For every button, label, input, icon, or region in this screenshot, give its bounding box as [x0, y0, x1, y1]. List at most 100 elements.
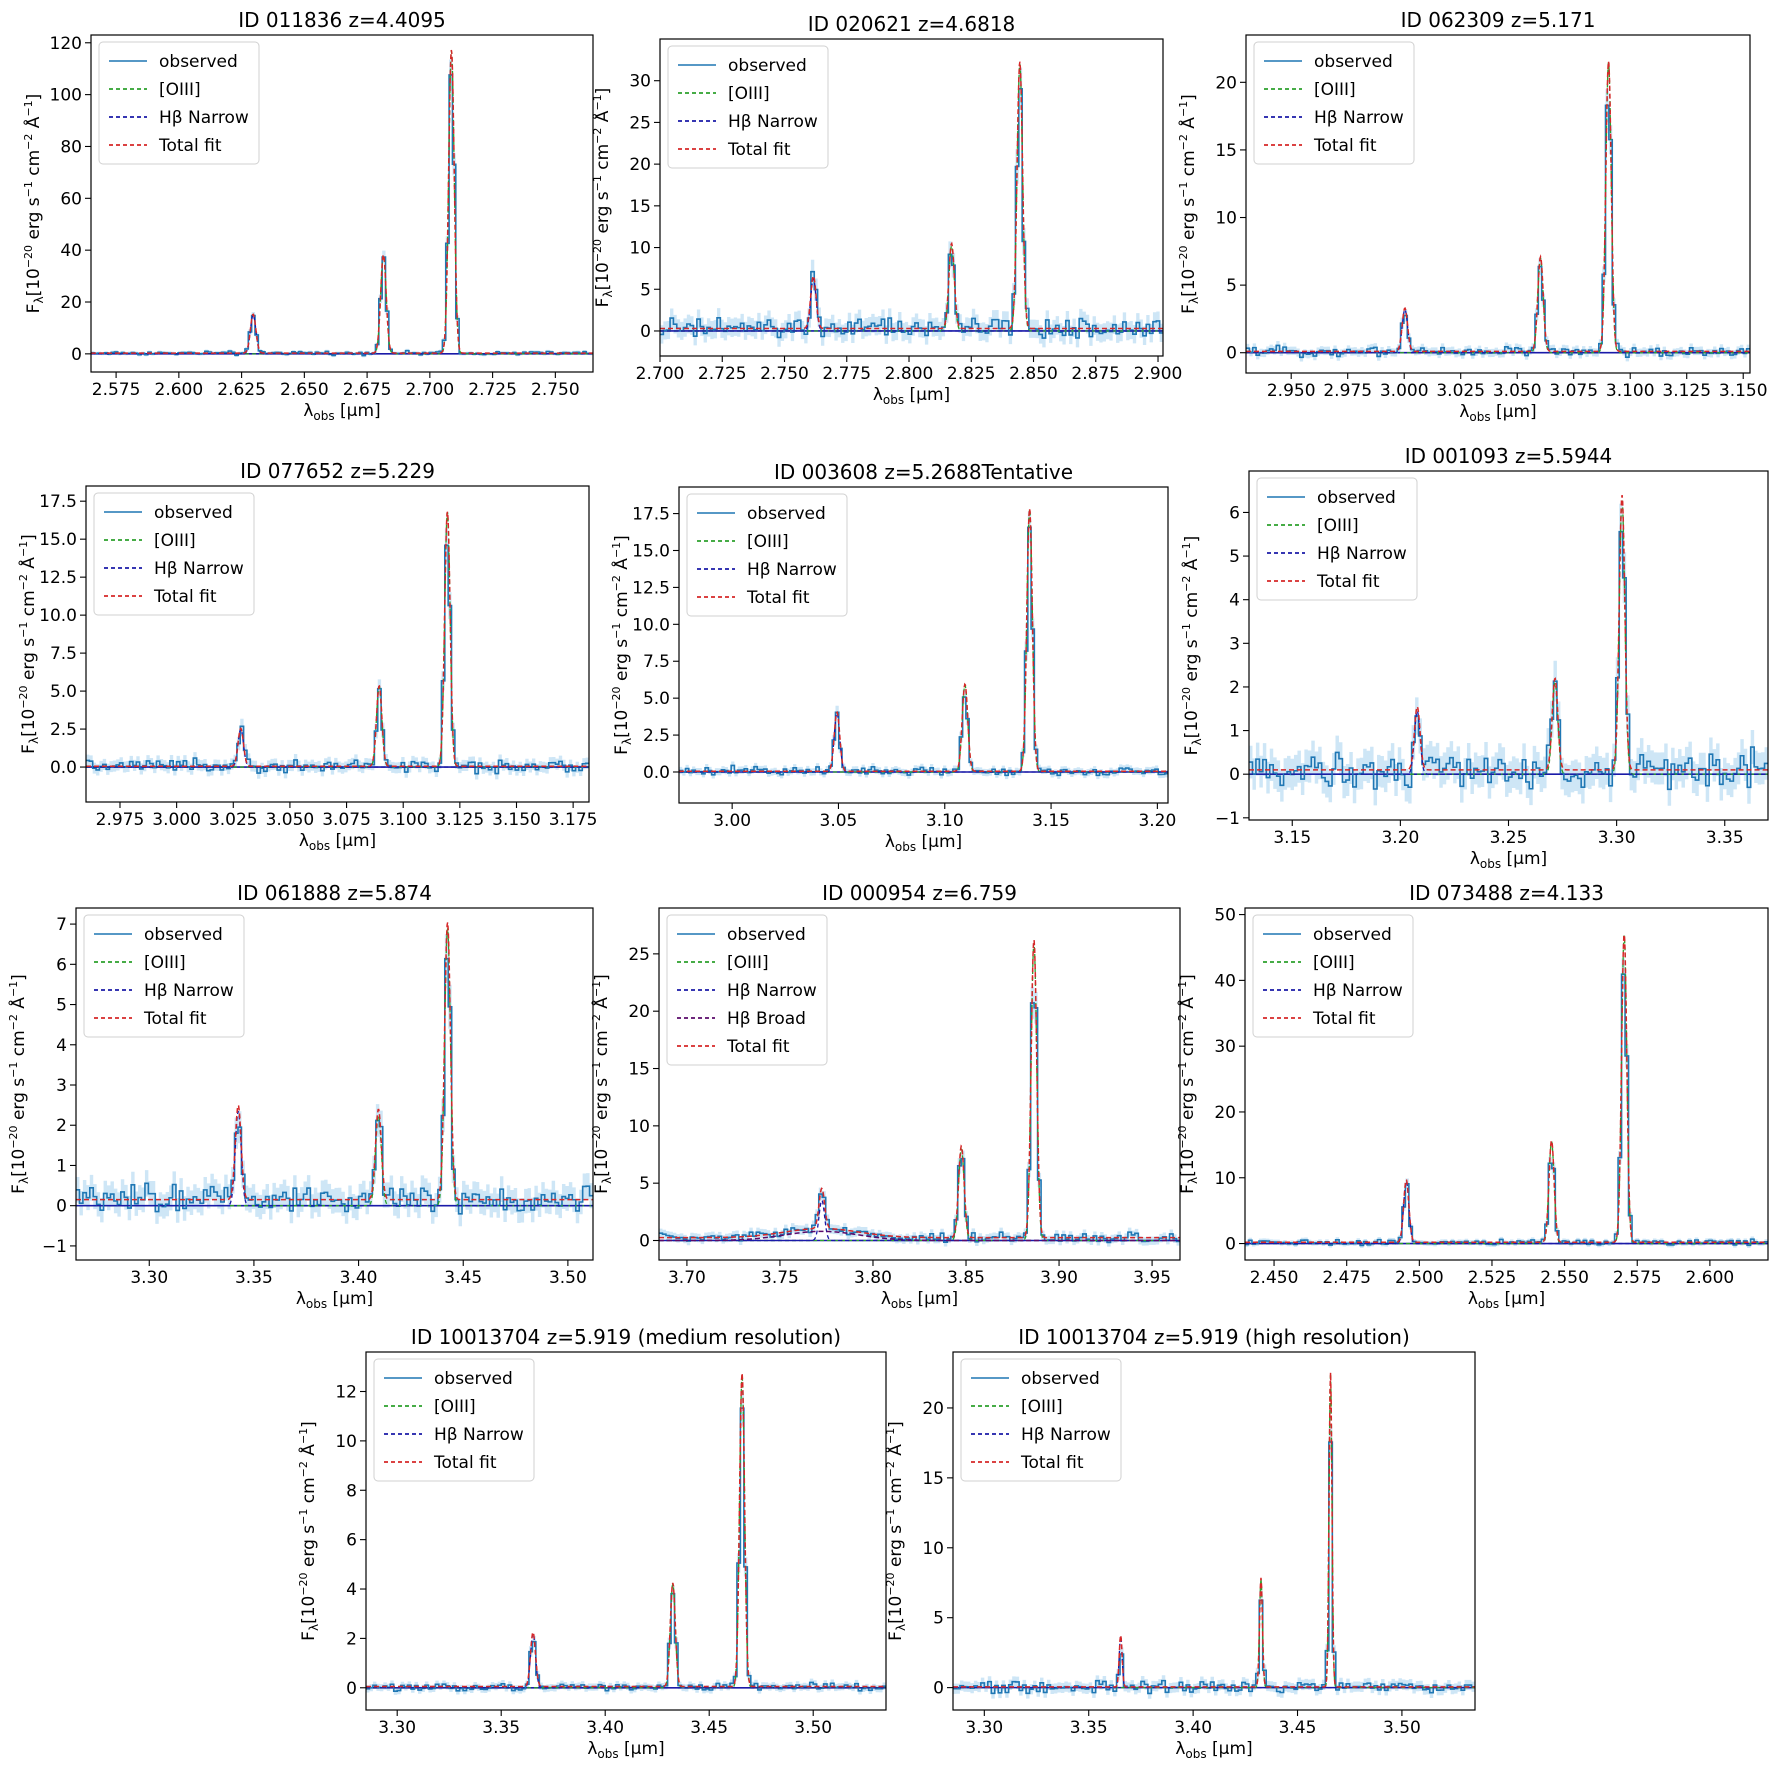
legend-box [1253, 41, 1415, 165]
x-tick-label: 3.40 [586, 1718, 624, 1738]
legend-label-oiii: [OIII] [728, 84, 770, 104]
panel-title: ID 073488 z=4.133 [1409, 881, 1604, 905]
x-tick-label: 2.575 [92, 380, 141, 400]
y-tick-label: 25 [629, 113, 651, 133]
x-tick-label: 2.525 [1468, 1268, 1517, 1288]
legend-box [667, 45, 829, 169]
axes-frame [1245, 34, 1751, 374]
legend: observed [OIII] Hβ Narrow Total fit [686, 493, 848, 617]
x-tick-label: 3.15 [1273, 828, 1311, 848]
y-tick-label: 2 [346, 1629, 357, 1649]
legend-box [1252, 914, 1414, 1038]
legend-label-observed: observed [434, 1369, 513, 1389]
axes-frame [85, 485, 590, 803]
legend-label-oiii: [OIII] [159, 80, 201, 100]
y-tick-label: 17.5 [632, 505, 670, 525]
y-tick-label: 5.0 [643, 689, 670, 709]
y-tick-label: 4 [56, 1036, 67, 1056]
panel-title: ID 011836 z=4.4095 [238, 8, 446, 32]
y-tick-label: 10 [1215, 209, 1237, 229]
y-tick-label: 10 [629, 239, 651, 259]
x-tick-label: 2.575 [1613, 1268, 1662, 1288]
x-tick-label: 3.000 [1380, 381, 1429, 401]
legend-box [1256, 477, 1418, 601]
y-tick-label: 4 [1229, 591, 1240, 611]
x-tick-label: 2.750 [531, 380, 580, 400]
y-tick-label: 0.0 [643, 763, 670, 783]
legend-label-hb_narrow: Hβ Narrow [727, 981, 817, 1001]
y-tick-label: 2 [56, 1116, 67, 1136]
total-fit-line [1246, 61, 1750, 353]
y-tick-label: 2 [1229, 678, 1240, 698]
legend: observed [OIII] Hβ Narrow Total fit [98, 41, 260, 165]
legend-label-hb_broad: Hβ Broad [727, 1009, 806, 1029]
x-tick-label: 3.85 [947, 1268, 985, 1288]
y-tick-label: 20 [629, 155, 651, 175]
x-axis-label: λobs [μm] [1459, 402, 1536, 424]
legend-label-total_fit: Total fit [726, 1037, 790, 1057]
y-tick-label: 5 [639, 1174, 650, 1194]
y-axis-label: Fλ[10−20 erg s−1 cm−2 Å−1] [22, 94, 46, 314]
x-axis-label: λobs [μm] [1468, 1289, 1545, 1311]
x-tick-label: 3.000 [152, 810, 201, 830]
axes-frame [678, 486, 1169, 804]
x-axis-label: λobs [μm] [299, 831, 376, 853]
y-tick-label: 40 [1214, 971, 1236, 991]
y-tick-label: 0 [1225, 1235, 1236, 1255]
axes-frame [1244, 907, 1769, 1261]
y-axis-label: Fλ[10−20 erg s−1 cm−2 Å−1] [1176, 974, 1200, 1194]
legend-label-observed: observed [159, 52, 238, 72]
x-tick-label: 3.30 [1598, 828, 1636, 848]
panel-10: 3.30 3.35 3.40 3.45 3.50 0 2 4 6 8 10 12 ID 10013704… [297, 1325, 887, 1761]
y-tick-label: 0 [1229, 765, 1240, 785]
y-tick-label: −1 [1215, 809, 1240, 829]
x-tick-label: 3.100 [379, 810, 428, 830]
x-axis-label: λobs [μm] [296, 1289, 373, 1311]
legend-label-oiii: [OIII] [1313, 953, 1355, 973]
y-tick-label: 0 [71, 345, 82, 365]
x-tick-label: 3.050 [1493, 381, 1542, 401]
y-tick-label: 30 [1214, 1037, 1236, 1057]
legend-label-hb_narrow: Hβ Narrow [728, 112, 818, 132]
y-tick-label: 17.5 [39, 492, 77, 512]
y-tick-label: 20 [922, 1399, 944, 1419]
y-tick-label: 20 [1214, 1103, 1236, 1123]
x-tick-label: 2.500 [1395, 1268, 1444, 1288]
y-tick-label: 20 [60, 293, 82, 313]
legend-label-observed: observed [727, 925, 806, 945]
x-tick-label: 3.45 [690, 1718, 728, 1738]
y-tick-label: 0.0 [50, 758, 77, 778]
x-tick-label: 2.600 [155, 380, 204, 400]
legend-label-total_fit: Total fit [1316, 572, 1380, 592]
x-tick-label: 3.90 [1040, 1268, 1078, 1288]
legend-label-total_fit: Total fit [746, 588, 810, 608]
legend-label-hb_narrow: Hβ Narrow [434, 1425, 524, 1445]
legend: observed [OIII] Hβ Narrow Total fit [1252, 914, 1414, 1038]
panel-title: ID 001093 z=5.5944 [1405, 444, 1613, 468]
x-tick-label: 2.600 [1686, 1268, 1735, 1288]
panel-title: ID 061888 z=5.874 [237, 881, 432, 905]
y-axis-label: Fλ[10−20 erg s−1 cm−2 Å−1] [610, 535, 634, 755]
y-tick-label: 15 [1215, 141, 1237, 161]
axes-frame [659, 38, 1164, 357]
y-tick-label: 100 [50, 86, 82, 106]
total-fit-line [660, 61, 1163, 330]
y-tick-label: 60 [60, 189, 82, 209]
y-tick-label: 6 [1229, 503, 1240, 523]
error-band [660, 67, 1163, 348]
x-tick-label: 2.975 [1323, 381, 1372, 401]
axes-frame [90, 34, 594, 373]
x-tick-label: 2.675 [343, 380, 392, 400]
legend-label-observed: observed [1314, 52, 1393, 72]
legend-box [98, 41, 260, 165]
legend-label-observed: observed [1021, 1369, 1100, 1389]
axes-frame [952, 1351, 1476, 1711]
x-tick-label: 2.475 [1322, 1268, 1371, 1288]
legend-label-oiii: [OIII] [1021, 1397, 1063, 1417]
panel-9: 2.450 2.475 2.500 2.525 2.550 2.575 2.600 0 10 20… [1176, 881, 1769, 1311]
legend-label-oiii: [OIII] [1317, 516, 1359, 536]
observed-line [366, 1407, 886, 1692]
legend: observed [OIII] Hβ Narrow Total fit [960, 1358, 1122, 1482]
panel-title: ID 062309 z=5.171 [1401, 8, 1596, 32]
observed-line [86, 544, 589, 775]
